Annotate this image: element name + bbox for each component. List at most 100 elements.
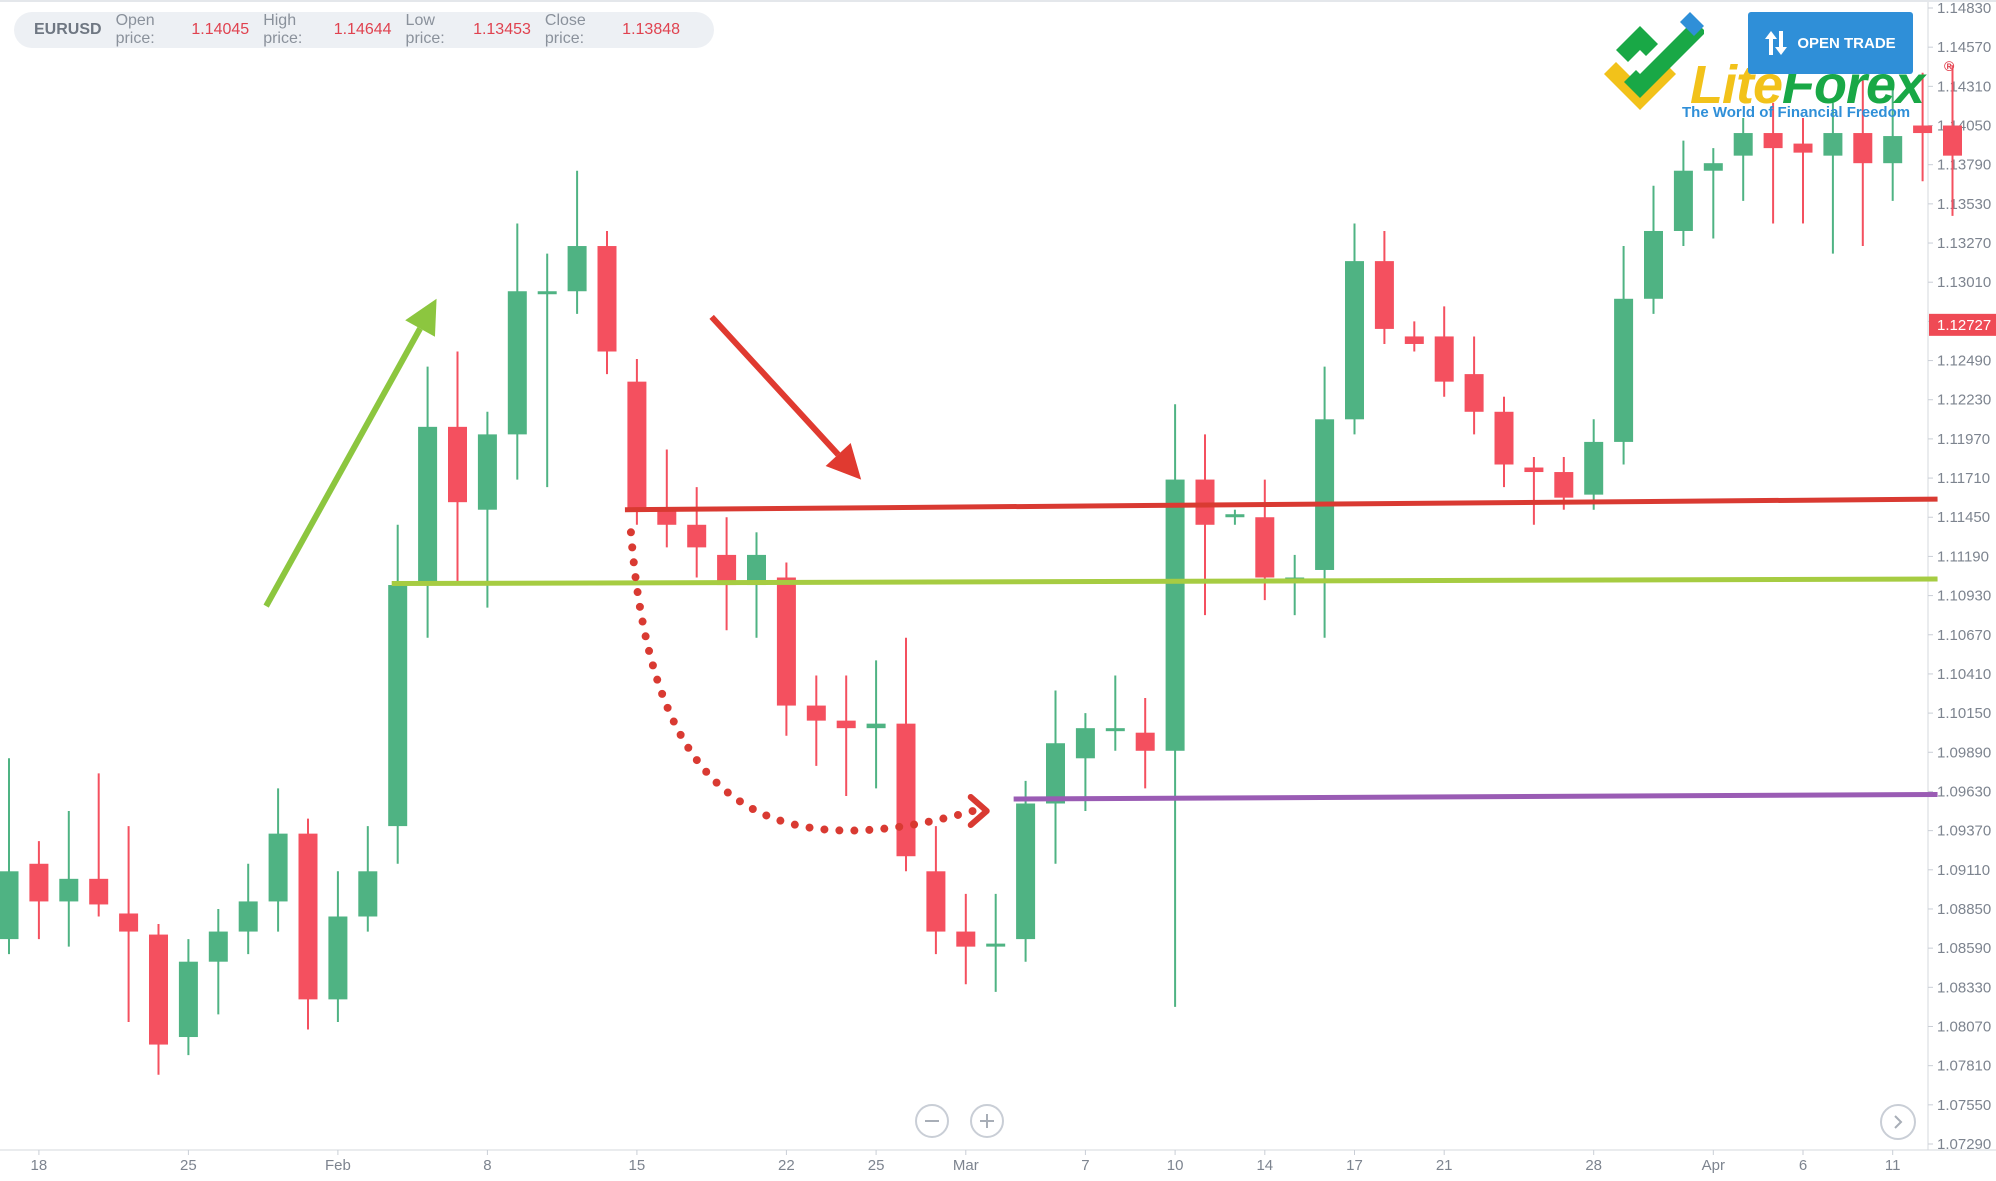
y-tick-label: 1.14310 (1937, 78, 1991, 95)
candle-body (1853, 133, 1873, 164)
candle (1434, 306, 1454, 397)
high-price-label: High price: (263, 12, 303, 47)
candle-body (687, 524, 707, 548)
candle (119, 826, 139, 1022)
candle (926, 826, 946, 955)
y-tick-label: 1.08330 (1937, 979, 1991, 996)
y-tick-label: 1.08070 (1937, 1018, 1991, 1035)
candle-body (657, 509, 677, 525)
scroll-right-button[interactable] (1880, 1104, 1916, 1140)
candle-body (1434, 336, 1454, 382)
candle (657, 449, 677, 548)
candle-body (328, 916, 348, 1000)
chevron-right-circle-icon (1894, 1115, 1903, 1129)
candle (1644, 185, 1663, 314)
candle-body (776, 577, 796, 706)
candle-body (1404, 336, 1424, 344)
uptrend-arrow-shaft (263, 327, 423, 608)
y-tick-label: 1.09370 (1937, 823, 1991, 840)
candle-body (1883, 136, 1903, 164)
candle-body (1673, 170, 1693, 231)
x-tick-label: 25 (180, 1157, 197, 1174)
y-tick-label: 1.07290 (1937, 1136, 1991, 1153)
minus-circle-icon (925, 1120, 939, 1122)
y-tick-label: 1.09890 (1937, 744, 1991, 761)
candle-body (388, 585, 408, 827)
registered-mark: ® (1944, 58, 1955, 74)
candle (896, 637, 916, 872)
zoom-out-button[interactable] (915, 1104, 949, 1138)
zoom-in-button[interactable] (970, 1104, 1004, 1138)
y-tick-label: 1.08850 (1937, 901, 1991, 918)
candle-body (1554, 472, 1574, 498)
candle-body (747, 554, 766, 586)
y-tick-label: 1.11970 (1937, 431, 1990, 448)
open-price-label: Open price: (115, 12, 155, 47)
candle-body (627, 381, 647, 510)
y-tick-label: 1.13010 (1937, 274, 1991, 291)
x-tick-label: 22 (778, 1157, 795, 1174)
candle-body (717, 554, 737, 586)
candle (328, 871, 348, 1022)
candle-body (119, 913, 139, 932)
candle-body (1255, 517, 1275, 578)
candle (1464, 336, 1484, 435)
candle-body (1913, 125, 1933, 134)
candle (1195, 434, 1215, 616)
y-tick-label: 1.10150 (1937, 705, 1991, 722)
candle (1733, 117, 1753, 201)
y-tick-label: 1.14830 (1937, 0, 1991, 17)
y-tick-label: 1.07810 (1937, 1058, 1991, 1075)
x-tick-label: 28 (1585, 1157, 1602, 1174)
x-tick-label: 15 (629, 1157, 646, 1174)
candle-body (597, 246, 617, 352)
candle (418, 366, 438, 638)
candle-body (507, 291, 527, 435)
pullback-dotted-curve (626, 528, 977, 835)
open-trade-label: OPEN TRADE (1797, 34, 1896, 52)
candle (747, 532, 766, 638)
candle (1943, 65, 1962, 216)
candle-body (149, 934, 168, 1045)
y-tick-label: 1.11450 (1937, 509, 1990, 526)
x-tick-label: 8 (483, 1157, 491, 1174)
y-tick-label: 1.10670 (1937, 627, 1991, 644)
candle-body (1524, 467, 1544, 473)
x-tick-label: Apr (1702, 1157, 1725, 1174)
candle-body (208, 931, 228, 962)
candle (149, 924, 168, 1075)
open-price-value: 1.14045 (191, 21, 250, 38)
logo-tagline: The World of Financial Freedom (1682, 104, 1911, 121)
open-trade-button[interactable]: OPEN TRADE (1748, 12, 1913, 74)
candle (477, 411, 497, 608)
x-tick-label: 6 (1799, 1157, 1807, 1174)
candle-body (986, 943, 1006, 947)
y-tick-label: 1.12490 (1937, 353, 1991, 370)
y-tick-label: 1.11710 (1937, 470, 1990, 487)
candle (89, 773, 109, 917)
current-price-label: 1.12727 (1937, 317, 1991, 334)
candle (358, 826, 378, 932)
downtrend-arrow-head (825, 443, 862, 480)
candle (1165, 404, 1185, 1007)
candle-body (0, 871, 19, 940)
y-tick-label: 1.13270 (1937, 235, 1991, 252)
candle (238, 863, 258, 955)
low-price-label: Low price: (405, 12, 445, 47)
high-price-value: 1.14644 (333, 21, 392, 38)
symbol-label: EURUSD (34, 21, 102, 38)
candle-body (178, 961, 198, 1038)
close-price-label: Close price: (544, 12, 586, 47)
candle-body (1315, 419, 1335, 570)
candle (986, 893, 1006, 992)
candle-body (1016, 803, 1036, 940)
candle (1853, 80, 1873, 247)
up-down-arrows-icon (1765, 31, 1788, 55)
y-tick-label: 1.14570 (1937, 39, 1991, 56)
candle-body (1374, 261, 1394, 329)
candle-body (268, 833, 288, 902)
candle-body (1165, 479, 1185, 751)
candle (567, 170, 587, 314)
candle (1135, 698, 1155, 789)
